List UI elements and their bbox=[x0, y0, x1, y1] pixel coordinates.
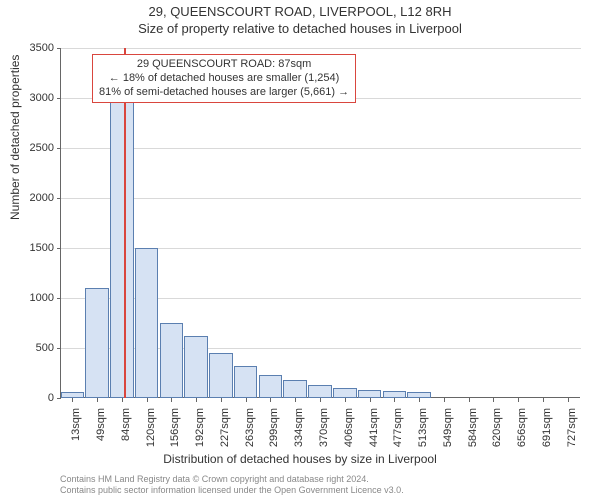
ytick-label: 2000 bbox=[14, 192, 54, 204]
page-title-address: 29, QUEENSCOURT ROAD, LIVERPOOL, L12 8RH bbox=[0, 0, 600, 19]
annotation-box: 29 QUEENSCOURT ROAD: 87sqm← 18% of detac… bbox=[92, 54, 356, 103]
histogram-bar bbox=[383, 391, 407, 398]
xtick-mark bbox=[171, 398, 172, 402]
xtick-mark bbox=[196, 398, 197, 402]
xtick-mark bbox=[122, 398, 123, 402]
xtick-mark bbox=[370, 398, 371, 402]
xtick-label: 13sqm bbox=[70, 408, 82, 458]
histogram-bar bbox=[283, 380, 307, 398]
ytick-label: 0 bbox=[14, 392, 54, 404]
ytick-label: 1500 bbox=[14, 242, 54, 254]
xtick-mark bbox=[444, 398, 445, 402]
xtick-label: 227sqm bbox=[219, 408, 231, 458]
xtick-mark bbox=[419, 398, 420, 402]
xtick-label: 477sqm bbox=[392, 408, 404, 458]
xtick-label: 120sqm bbox=[145, 408, 157, 458]
ytick-label: 1000 bbox=[14, 292, 54, 304]
xtick-mark bbox=[320, 398, 321, 402]
xtick-label: 299sqm bbox=[268, 408, 280, 458]
xtick-label: 727sqm bbox=[566, 408, 578, 458]
annotation-line: 29 QUEENSCOURT ROAD: 87sqm bbox=[99, 58, 349, 72]
xtick-label: 263sqm bbox=[244, 408, 256, 458]
xtick-label: 49sqm bbox=[95, 408, 107, 458]
histogram-bar bbox=[160, 323, 184, 398]
histogram-bar bbox=[333, 388, 357, 398]
histogram-bar bbox=[358, 390, 382, 398]
xtick-label: 334sqm bbox=[293, 408, 305, 458]
xtick-label: 156sqm bbox=[169, 408, 181, 458]
xtick-mark bbox=[221, 398, 222, 402]
histogram-bar bbox=[184, 336, 208, 398]
histogram-bar bbox=[209, 353, 233, 398]
xtick-mark bbox=[568, 398, 569, 402]
xtick-label: 513sqm bbox=[417, 408, 429, 458]
annotation-line: 81% of semi-detached houses are larger (… bbox=[99, 86, 349, 100]
xtick-mark bbox=[394, 398, 395, 402]
histogram-bar bbox=[135, 248, 159, 398]
xtick-mark bbox=[295, 398, 296, 402]
xtick-label: 441sqm bbox=[368, 408, 380, 458]
histogram-bar bbox=[234, 366, 258, 398]
xtick-label: 656sqm bbox=[516, 408, 528, 458]
xtick-label: 406sqm bbox=[343, 408, 355, 458]
footer-attribution: Contains HM Land Registry data © Crown c… bbox=[60, 474, 404, 496]
xtick-label: 549sqm bbox=[442, 408, 454, 458]
xtick-mark bbox=[493, 398, 494, 402]
page-subtitle: Size of property relative to detached ho… bbox=[0, 19, 600, 36]
xtick-mark bbox=[518, 398, 519, 402]
xtick-mark bbox=[469, 398, 470, 402]
xtick-mark bbox=[246, 398, 247, 402]
xtick-mark bbox=[97, 398, 98, 402]
x-axis-label: Distribution of detached houses by size … bbox=[0, 452, 600, 466]
ytick-label: 500 bbox=[14, 342, 54, 354]
xtick-label: 620sqm bbox=[491, 408, 503, 458]
histogram-bar bbox=[259, 375, 283, 398]
xtick-label: 370sqm bbox=[318, 408, 330, 458]
annotation-line: ← 18% of detached houses are smaller (1,… bbox=[99, 72, 349, 86]
ytick-label: 3000 bbox=[14, 92, 54, 104]
xtick-label: 192sqm bbox=[194, 408, 206, 458]
xtick-mark bbox=[72, 398, 73, 402]
histogram-bar bbox=[308, 385, 332, 398]
xtick-label: 584sqm bbox=[467, 408, 479, 458]
ytick-mark bbox=[57, 398, 61, 399]
ytick-label: 2500 bbox=[14, 142, 54, 154]
ytick-label: 3500 bbox=[14, 42, 54, 54]
footer-line1: Contains HM Land Registry data © Crown c… bbox=[60, 474, 404, 485]
xtick-mark bbox=[270, 398, 271, 402]
xtick-label: 691sqm bbox=[541, 408, 553, 458]
xtick-mark bbox=[345, 398, 346, 402]
xtick-mark bbox=[543, 398, 544, 402]
footer-line2: Contains public sector information licen… bbox=[60, 485, 404, 496]
chart-area: 29 QUEENSCOURT ROAD: 87sqm← 18% of detac… bbox=[60, 48, 580, 398]
histogram-bar bbox=[110, 88, 134, 398]
xtick-label: 84sqm bbox=[120, 408, 132, 458]
xtick-mark bbox=[147, 398, 148, 402]
histogram-bar bbox=[85, 288, 109, 398]
